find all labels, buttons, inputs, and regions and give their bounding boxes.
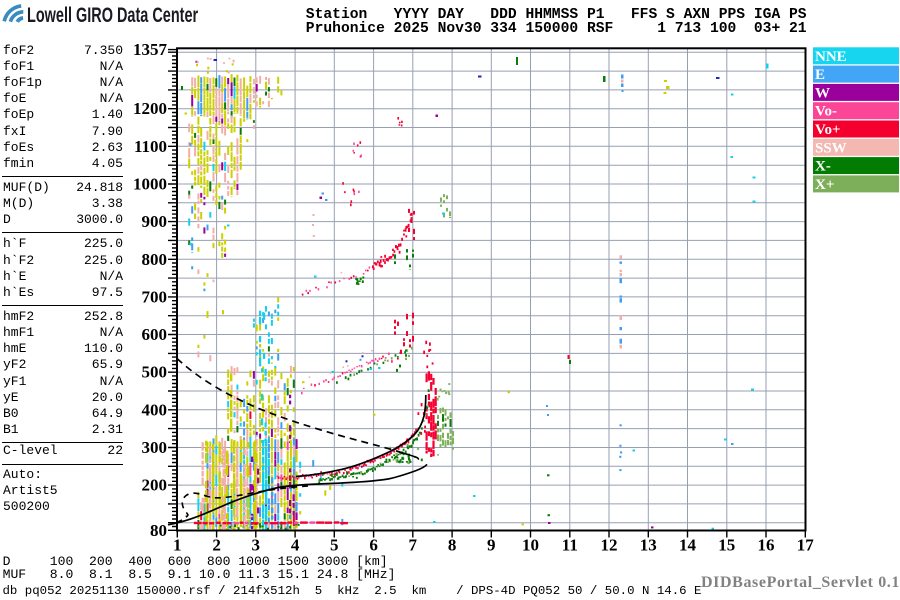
- svg-text:1100: 1100: [134, 137, 167, 156]
- svg-text:5: 5: [330, 536, 339, 555]
- svg-text:Vo+: Vo+: [815, 122, 841, 138]
- svg-text:7: 7: [409, 536, 418, 555]
- svg-text:1: 1: [173, 536, 182, 555]
- svg-text:2: 2: [212, 536, 221, 555]
- svg-text:600: 600: [142, 325, 168, 344]
- svg-text:Vo-: Vo-: [815, 104, 837, 120]
- svg-text:3: 3: [252, 536, 261, 555]
- svg-text:1357: 1357: [133, 40, 168, 59]
- svg-text:12: 12: [601, 536, 618, 555]
- svg-text:6: 6: [369, 536, 378, 555]
- svg-text:W: W: [815, 85, 830, 101]
- svg-text:300: 300: [142, 438, 168, 457]
- svg-text:14: 14: [679, 536, 697, 555]
- svg-text:800: 800: [142, 250, 168, 269]
- svg-text:SSW: SSW: [815, 140, 847, 156]
- svg-text:1000: 1000: [133, 175, 167, 194]
- svg-text:X+: X+: [815, 177, 834, 193]
- svg-text:500: 500: [142, 363, 168, 382]
- svg-text:Lowell GIRO Data Center: Lowell GIRO Data Center: [27, 4, 198, 28]
- svg-text:700: 700: [142, 287, 168, 306]
- svg-text:11: 11: [562, 536, 578, 555]
- svg-text:16: 16: [758, 536, 775, 555]
- svg-text:8: 8: [448, 536, 457, 555]
- svg-text:1200: 1200: [133, 99, 167, 118]
- svg-text:900: 900: [142, 212, 168, 231]
- svg-text:400: 400: [142, 400, 168, 419]
- svg-text:80: 80: [150, 521, 167, 540]
- svg-text:13: 13: [640, 536, 657, 555]
- svg-text:4: 4: [291, 536, 300, 555]
- svg-text:9: 9: [487, 536, 496, 555]
- svg-text:15: 15: [718, 536, 735, 555]
- svg-text:X-: X-: [815, 159, 831, 175]
- svg-text:E: E: [815, 67, 825, 83]
- svg-text:200: 200: [142, 476, 168, 495]
- svg-text:10: 10: [522, 536, 539, 555]
- svg-text:NNE: NNE: [815, 49, 847, 65]
- svg-text:17: 17: [797, 536, 815, 555]
